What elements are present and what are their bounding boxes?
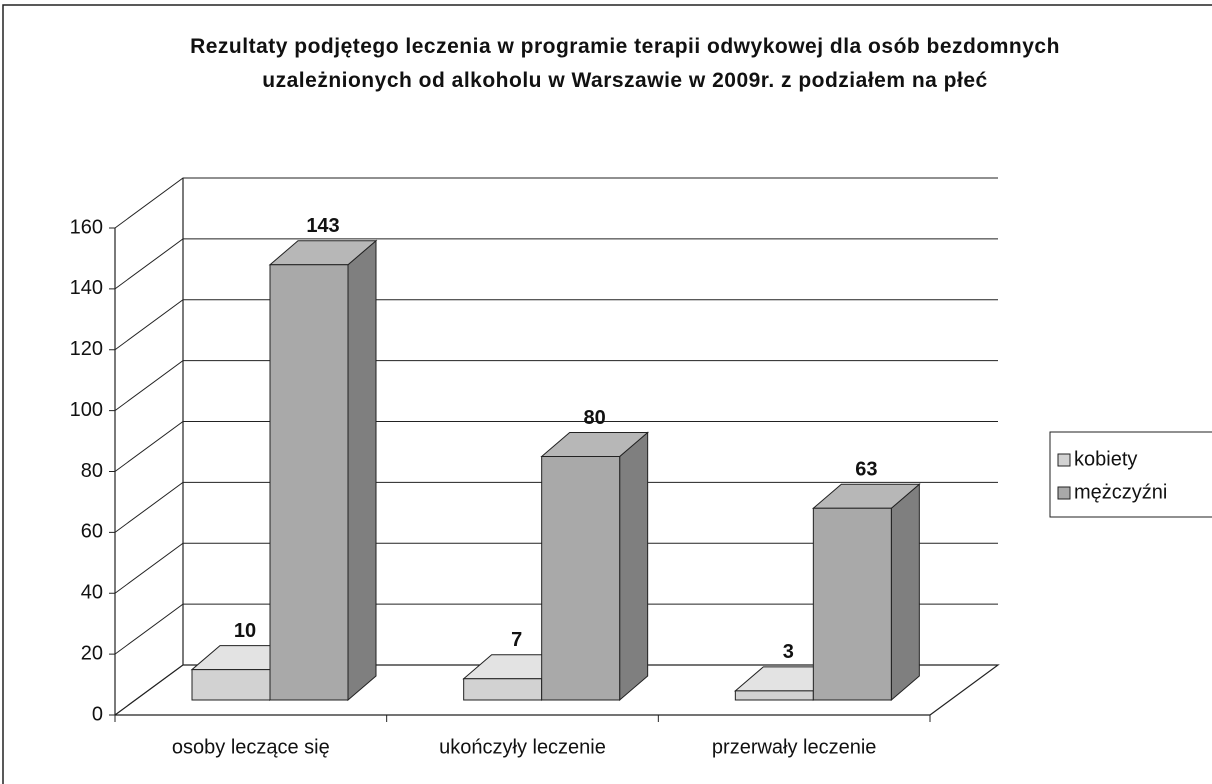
- bar-face: [619, 431, 649, 702]
- y-tick-label: 120: [70, 338, 103, 360]
- legend-label: kobiety: [1074, 448, 1137, 470]
- bar-face: [734, 690, 814, 701]
- grid-line: [114, 360, 998, 412]
- bar-face: [541, 456, 621, 701]
- y-tick-label: 60: [81, 521, 103, 543]
- y-tick-label: 40: [81, 582, 103, 604]
- y-tick-label: 0: [92, 703, 103, 725]
- data-label: 7: [511, 629, 522, 651]
- bar: [540, 431, 650, 702]
- y-tick-label: 100: [70, 399, 103, 421]
- data-label: 63: [855, 459, 877, 481]
- grid-line: [114, 177, 998, 229]
- data-label: 143: [306, 215, 339, 237]
- x-tick-label: przerwały leczenie: [712, 736, 877, 758]
- bar-face: [463, 678, 543, 701]
- data-label: 10: [234, 620, 256, 642]
- bar-face: [269, 264, 349, 701]
- legend-label: mężczyźni: [1074, 481, 1167, 503]
- x-tick-label: ukończyły leczenie: [439, 736, 606, 758]
- bar-face: [347, 239, 377, 702]
- grid-line: [114, 481, 998, 533]
- bar: [268, 239, 378, 702]
- legend-swatch: [1057, 486, 1071, 500]
- grid-line: [114, 421, 998, 472]
- bar: [811, 483, 921, 702]
- y-tick-label: 160: [70, 216, 103, 238]
- grid-line: [114, 299, 998, 351]
- frame: [2, 4, 1212, 784]
- grid-line: [114, 603, 998, 655]
- bar-face: [812, 507, 892, 701]
- bar-face: [191, 669, 271, 701]
- data-label: 80: [584, 407, 606, 429]
- data-label: 3: [783, 641, 794, 663]
- grid-line: [114, 542, 998, 594]
- grid-line: [114, 238, 998, 290]
- y-tick-label: 80: [81, 460, 103, 482]
- chart-title: Rezultaty podjętego leczenia w programie…: [190, 35, 1060, 92]
- y-tick-label: 140: [70, 277, 103, 299]
- x-tick-label: osoby leczące się: [172, 736, 330, 758]
- bar-face: [890, 483, 920, 702]
- grid-line: [114, 664, 998, 716]
- legend-swatch: [1057, 453, 1071, 467]
- y-tick-label: 20: [81, 642, 103, 664]
- legend-box: [1049, 431, 1212, 518]
